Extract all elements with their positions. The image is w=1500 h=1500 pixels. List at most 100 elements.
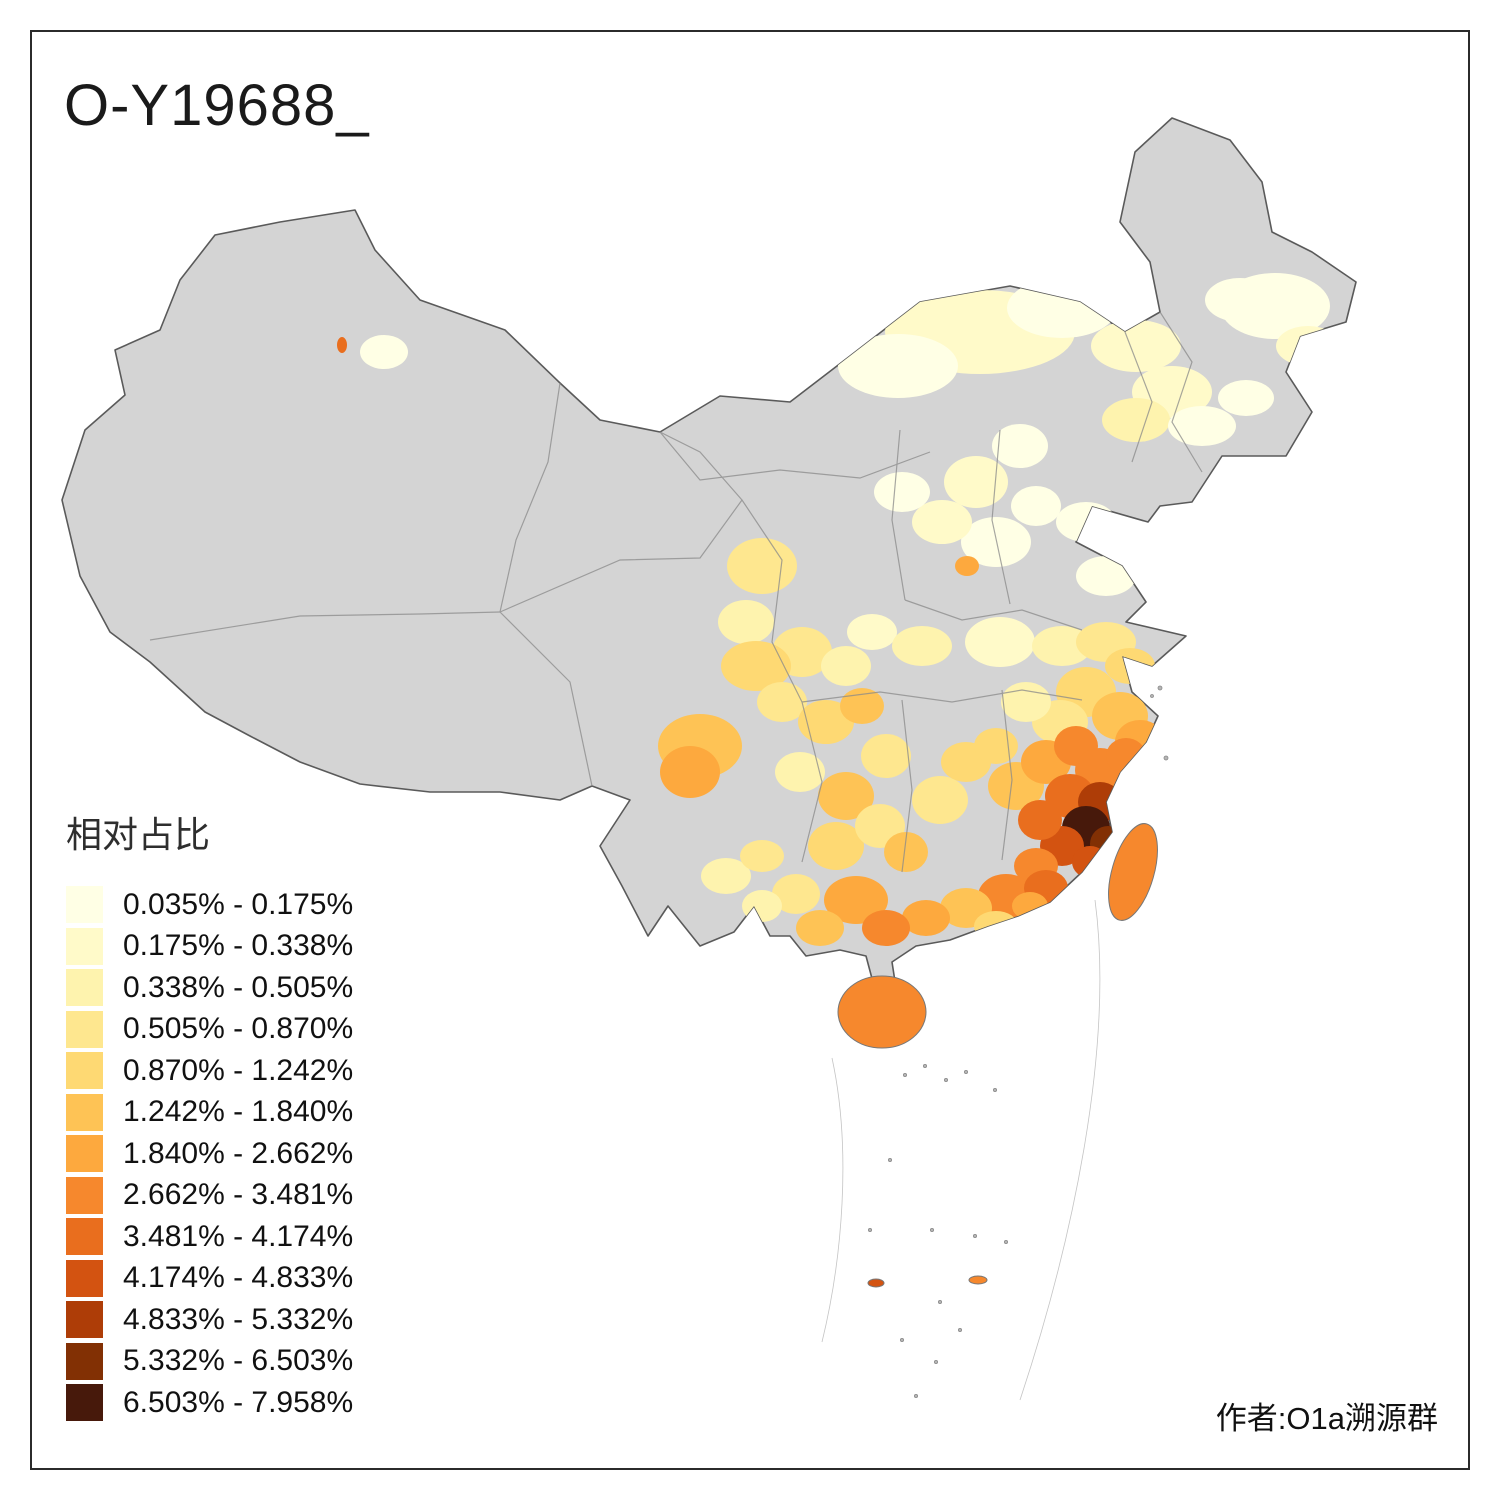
map-region (701, 858, 751, 894)
legend-swatch (66, 1135, 103, 1173)
map-region (867, 1278, 885, 1288)
map-region (718, 600, 774, 644)
map-region (838, 334, 958, 398)
map-region (965, 617, 1035, 667)
legend-title: 相对占比 (66, 814, 211, 855)
map-region (1108, 823, 1158, 921)
legend-swatch (66, 886, 103, 924)
legend-swatch (66, 969, 103, 1007)
map-region (1276, 326, 1340, 366)
map-region (1007, 278, 1117, 338)
legend-swatch (66, 1093, 103, 1131)
legend-row: 0.175% - 0.338% (66, 926, 353, 968)
province-borders (149, 311, 1203, 873)
legend: 相对占比 0.035% - 0.175% 0.175% - 0.338% 0.338… (66, 806, 353, 1424)
legend-row: 6.503% - 7.958% (66, 1382, 353, 1424)
legend-label: 5.332% - 6.503% (123, 1344, 354, 1378)
legend-row: 0.338% - 0.505% (66, 967, 353, 1009)
map-region (902, 900, 950, 936)
legend-label: 0.505% - 0.870% (123, 1012, 354, 1046)
legend-swatch (66, 1342, 103, 1380)
legend-label: 0.035% - 0.175% (123, 887, 354, 921)
legend-swatch (66, 1384, 103, 1422)
map-region (740, 840, 784, 872)
legend-row: 4.174% - 4.833% (66, 1258, 353, 1300)
map-region (961, 517, 1031, 567)
map-region (1218, 380, 1274, 416)
island-regions (837, 823, 1158, 1288)
map-region (821, 646, 871, 686)
map-region (1105, 648, 1155, 684)
legend-swatch (66, 1218, 103, 1256)
credit-text: 作者:O1a溯源群 (1215, 1401, 1438, 1436)
legend-swatch (66, 1301, 103, 1339)
map-region (660, 746, 720, 798)
map-region (742, 890, 782, 922)
map-region (1001, 682, 1051, 722)
map-region (798, 700, 854, 744)
legend-label: 6.503% - 7.958% (123, 1385, 354, 1419)
legend-row: 0.035% - 0.175% (66, 884, 353, 926)
legend-label: 0.870% - 1.242% (123, 1053, 354, 1087)
page-title: O-Y19688_ (64, 73, 370, 138)
map-region (1091, 320, 1181, 372)
legend-label: 0.175% - 0.338% (123, 929, 354, 963)
map-region (1018, 800, 1062, 840)
map-region (1205, 278, 1275, 322)
map-region (1076, 556, 1136, 596)
legend-row: 5.332% - 6.503% (66, 1341, 353, 1383)
map-region (818, 772, 874, 820)
map-region (837, 975, 927, 1049)
map-region (874, 472, 930, 512)
legend-label: 2.662% - 3.481% (123, 1178, 354, 1212)
map-region (840, 688, 884, 724)
legend-row: 1.242% - 1.840% (66, 1092, 353, 1134)
map-region (1011, 486, 1061, 526)
map-region (796, 910, 844, 946)
map-region (912, 776, 968, 824)
legend-row: 4.833% - 5.332% (66, 1299, 353, 1341)
legend-swatch (66, 927, 103, 965)
legend-label: 3.481% - 4.174% (123, 1219, 354, 1253)
map-region (968, 1275, 988, 1285)
legend-label: 4.174% - 4.833% (123, 1261, 354, 1295)
map-region (992, 424, 1048, 468)
map-region (944, 456, 1008, 508)
map-region (912, 500, 972, 544)
legend-swatch (66, 1176, 103, 1214)
legend-rows: 0.035% - 0.175% 0.175% - 0.338% 0.338% - 0… (66, 884, 353, 1424)
map-region (974, 911, 1018, 941)
map-region (861, 734, 911, 778)
map-region (757, 682, 807, 722)
map-region (892, 626, 952, 666)
map-region (775, 752, 825, 792)
map-region (847, 614, 897, 650)
map-region (955, 556, 979, 576)
legend-swatch (66, 1052, 103, 1090)
legend-swatch (66, 1259, 103, 1297)
sea-islets (821, 685, 1169, 1401)
legend-label: 1.840% - 2.662% (123, 1136, 354, 1170)
map-region (1032, 626, 1092, 666)
map-region (862, 910, 910, 946)
legend-swatch (66, 1010, 103, 1048)
map-region (1106, 738, 1146, 774)
legend-label: 0.338% - 0.505% (123, 970, 354, 1004)
legend-row: 1.840% - 2.662% (66, 1133, 353, 1175)
map-region (772, 874, 820, 914)
map-region (721, 641, 791, 691)
map-region (1168, 406, 1236, 446)
legend-row: 2.662% - 3.481% (66, 1175, 353, 1217)
map-region (824, 876, 888, 924)
map-region (884, 832, 928, 872)
map-region (808, 822, 864, 870)
map-region (727, 538, 797, 594)
legend-row: 0.505% - 0.870% (66, 1009, 353, 1051)
legend-row: 0.870% - 1.242% (66, 1050, 353, 1092)
map-region (1056, 502, 1116, 542)
legend-label: 1.242% - 1.840% (123, 1095, 354, 1129)
map-region (360, 335, 408, 369)
map-region (1102, 398, 1170, 442)
